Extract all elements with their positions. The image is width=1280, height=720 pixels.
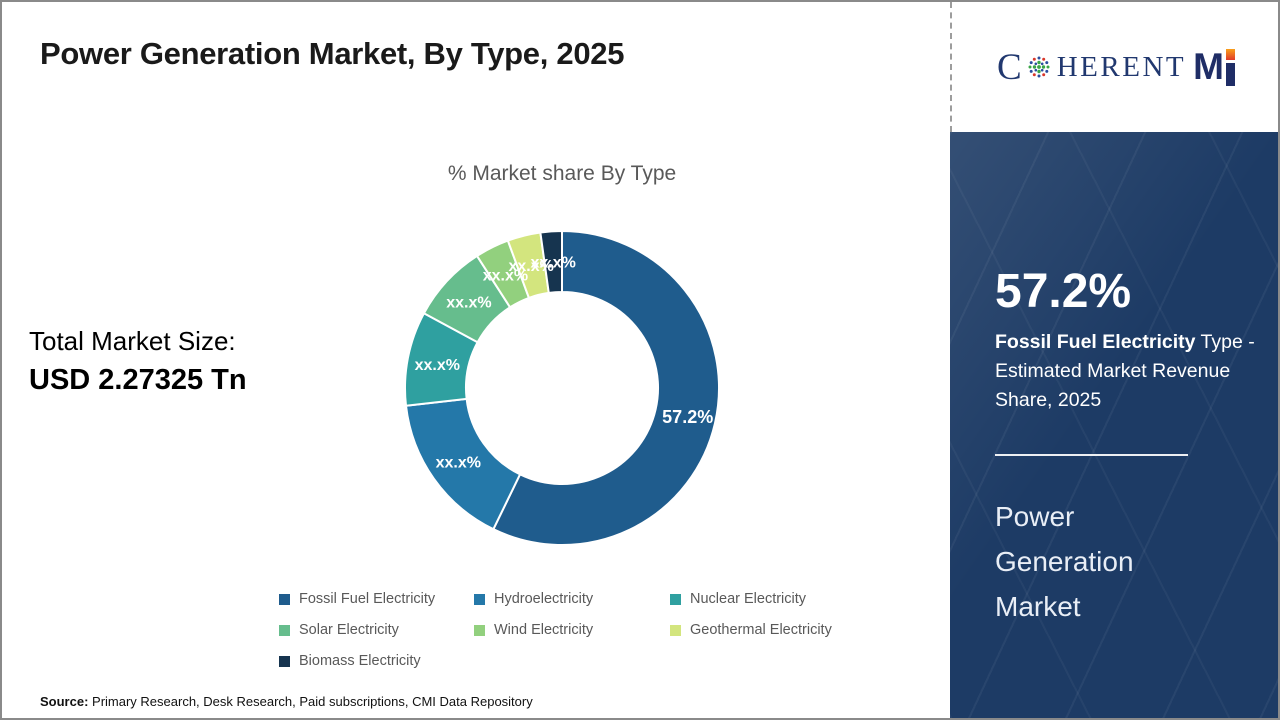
legend-label: Fossil Fuel Electricity — [299, 591, 436, 607]
donut-label: xx.x% — [436, 454, 481, 471]
legend-swatch-icon — [474, 593, 485, 605]
legend-item-nuclear-electricity: Nuclear Electricity — [670, 588, 910, 610]
legend-item-biomass-electricity: Biomass Electricity — [279, 650, 474, 672]
source-label: Source: — [40, 694, 89, 709]
legend-label: Solar Electricity — [299, 622, 399, 638]
panel-report-title: Power Generation Market — [995, 501, 1134, 622]
donut-segment-biomass-electricity — [539, 230, 563, 294]
headline-share-description-rest: Type - Estimated Market Revenue Share, 2… — [995, 331, 1255, 411]
donut-segment-fossil-fuel-electricity — [492, 230, 720, 546]
logo-letter-i-accent-icon — [1225, 48, 1235, 86]
donut-svg: 57.2%xx.x%xx.x%xx.x%xx.x%xx.x%xx.x% — [404, 230, 720, 546]
donut-chart: 57.2% xx.x% xx.x% xx.x% xx.x% xx.x% xx.x% — [397, 223, 727, 553]
legend-swatch-icon — [279, 624, 290, 636]
page-title: Power Generation Market, By Type, 2025 — [40, 36, 625, 71]
legend-item-geothermal-electricity: Geothermal Electricity — [670, 619, 910, 641]
legend-item-wind-electricity: Wind Electricity — [474, 619, 670, 641]
logo-letters-herent: HERENT — [1056, 50, 1187, 83]
donut-label: xx.x% — [531, 254, 576, 271]
legend-swatch-icon — [670, 624, 681, 636]
panel-divider — [995, 454, 1188, 456]
total-market-size-label: Total Market Size: — [29, 326, 236, 356]
legend-swatch-icon — [474, 624, 485, 636]
source-text: Primary Research, Desk Research, Paid su… — [88, 694, 533, 709]
legend-label: Hydroelectricity — [494, 591, 594, 607]
total-market-size: Total Market Size: USD 2.27325 Tn — [29, 322, 247, 400]
legend-item-solar-electricity: Solar Electricity — [279, 619, 474, 641]
source-line: Source: Primary Research, Desk Research,… — [40, 694, 533, 709]
legend-label: Biomass Electricity — [299, 653, 421, 669]
headline-share-value: 57.2% — [995, 265, 1132, 318]
legend-swatch-icon — [670, 593, 681, 605]
donut-label: 57.2% — [662, 407, 713, 427]
legend-label: Geothermal Electricity — [690, 622, 832, 638]
legend-swatch-icon — [279, 655, 290, 667]
legend-swatch-icon — [279, 593, 290, 605]
legend-item-hydroelectricity: Hydroelectricity — [474, 588, 670, 610]
legend-item-fossil-fuel-electricity: Fossil Fuel Electricity — [279, 588, 474, 610]
globe-dots-icon — [1028, 56, 1050, 78]
right-column: C — [950, 2, 1278, 718]
headline-share-description: Fossil Fuel Electricity Type - Estimated… — [995, 328, 1261, 415]
chart-legend: Fossil Fuel Electricity Hydroelectricity N… — [279, 588, 919, 672]
donut-label: xx.x% — [446, 295, 491, 312]
headline-segment-name: Fossil Fuel Electricity — [995, 331, 1196, 353]
legend-label: Wind Electricity — [494, 622, 594, 638]
chart-title: % Market share By Type — [447, 162, 677, 185]
legend-label: Nuclear Electricity — [690, 591, 807, 607]
total-market-size-value: USD 2.27325 Tn — [29, 364, 247, 396]
logo-letter-c: C — [997, 46, 1022, 88]
donut-label: xx.x% — [415, 357, 460, 374]
donut-label: xx.x% — [509, 258, 554, 275]
coherentmi-logo: C — [950, 2, 1278, 132]
donut-label: xx.x% — [483, 267, 528, 284]
coherentmi-logo-row: C — [997, 46, 1235, 89]
highlight-panel: 57.2% Fossil Fuel Electricity Type - Est… — [950, 132, 1278, 718]
logo-letter-m: M — [1193, 46, 1224, 87]
